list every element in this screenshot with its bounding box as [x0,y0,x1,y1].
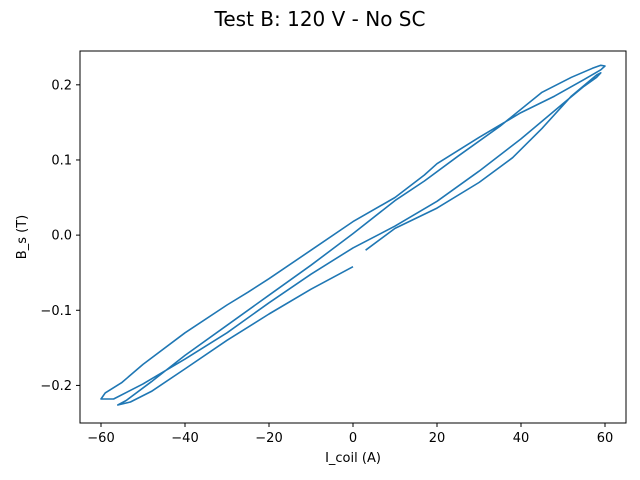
x-tick-label: 60 [597,431,614,446]
x-axis: −60 −40 −20 0 20 40 60 [87,423,613,446]
x-tick-label: −20 [255,431,282,446]
y-axis: −0.2 −0.1 0.0 0.1 0.2 [40,78,80,394]
x-tick-label: −40 [171,431,198,446]
series-line [100,64,606,406]
y-tick-label: 0.0 [51,229,72,244]
y-tick-label: 0.1 [51,153,72,168]
y-tick-label: −0.1 [40,304,72,319]
x-tick-label: 40 [513,431,530,446]
plot-area [100,64,606,406]
x-tick-label: 20 [429,431,446,446]
y-axis-label: B_s (T) [15,215,30,259]
chart-title: Test B: 120 V - No SC [214,7,426,31]
y-tick-label: −0.2 [40,379,72,394]
x-tick-label: 0 [349,431,357,446]
x-axis-label: I_coil (A) [325,451,381,466]
x-tick-label: −60 [87,431,114,446]
y-tick-label: 0.2 [51,78,72,93]
